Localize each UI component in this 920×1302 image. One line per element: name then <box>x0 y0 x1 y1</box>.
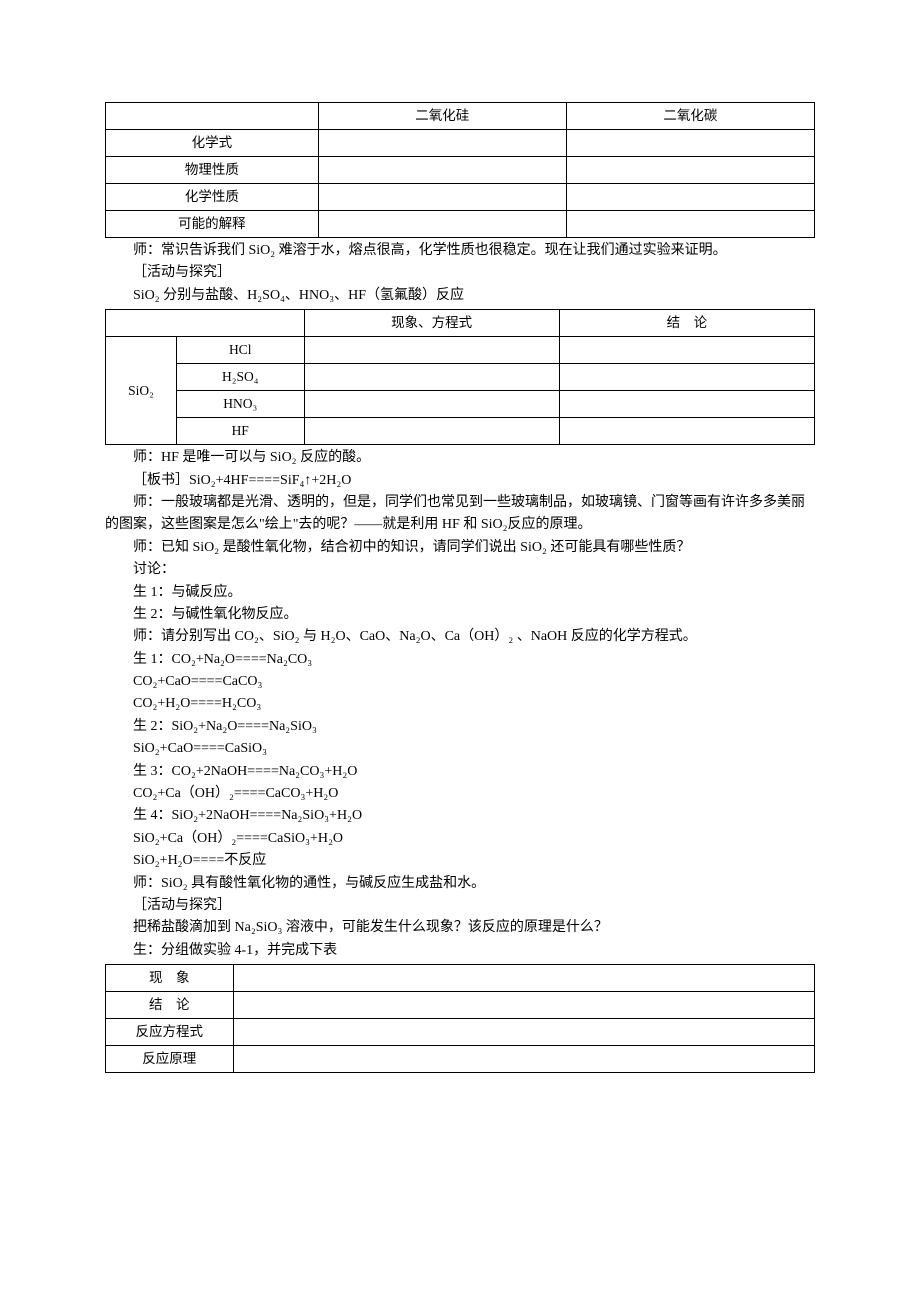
cell <box>318 211 566 238</box>
cell: SiO₂ <box>106 337 177 445</box>
cell <box>106 310 305 337</box>
cell: HNO₃ <box>176 391 304 418</box>
cell: 反应原理 <box>106 1046 234 1073</box>
cell: 现 象 <box>106 965 234 992</box>
paragraph: 生 2：与碱性氧化物反应。 <box>105 604 815 626</box>
table-row: 结 论 <box>106 992 815 1019</box>
paragraph: 生 1：与碱反应。 <box>105 582 815 604</box>
cell <box>566 184 814 211</box>
cell <box>233 992 814 1019</box>
table-row: SiO₂ HCl <box>106 337 815 364</box>
table-row: HNO₃ <box>106 391 815 418</box>
paragraph: 师：已知 SiO₂ 是酸性氧化物，结合初中的知识，请同学们说出 SiO₂ 还可能… <box>105 537 815 559</box>
table-acid-reactions: 现象、方程式 结 论 SiO₂ HCl H₂SO₄ HNO₃ HF <box>105 309 815 445</box>
cell <box>304 337 559 364</box>
paragraph: SiO₂ 分别与盐酸、H₂SO₄、HNO₃、HF（氢氟酸）反应 <box>105 285 815 307</box>
paragraph: SiO₂+CaO====CaSiO₃ <box>105 738 815 760</box>
cell: H₂SO₄ <box>176 364 304 391</box>
cell <box>106 103 319 130</box>
paragraph: ［板书］SiO₂+4HF====SiF₄↑+2H₂O <box>105 470 815 492</box>
table-row: 物理性质 <box>106 157 815 184</box>
paragraph: 生 2：SiO₂+Na₂O====Na₂SiO₃ <box>105 716 815 738</box>
cell <box>233 1046 814 1073</box>
cell <box>318 130 566 157</box>
cell <box>559 391 814 418</box>
cell: 化学性质 <box>106 184 319 211</box>
cell <box>304 418 559 445</box>
table-experiment-result: 现 象 结 论 反应方程式 反应原理 <box>105 964 815 1073</box>
paragraph: CO₂+CaO====CaCO₃ <box>105 671 815 693</box>
cell <box>559 337 814 364</box>
page-container: 二氧化硅 二氧化碳 化学式 物理性质 化学性质 可能的解释 师：常识告诉我们 S… <box>0 0 920 1135</box>
cell <box>233 965 814 992</box>
paragraph: CO₂+Ca（OH）₂====CaCO₃+H₂O <box>105 783 815 805</box>
cell: 二氧化硅 <box>318 103 566 130</box>
paragraph: ［活动与探究］ <box>105 262 815 284</box>
table-row: 反应方程式 <box>106 1019 815 1046</box>
paragraph: 生 4：SiO₂+2NaOH====Na₂SiO₃+H₂O <box>105 805 815 827</box>
table-row: 可能的解释 <box>106 211 815 238</box>
paragraph: 师：一般玻璃都是光滑、透明的，但是，同学们也常见到一些玻璃制品，如玻璃镜、门窗等… <box>105 492 815 537</box>
paragraph: 生 3：CO₂+2NaOH====Na₂CO₃+H₂O <box>105 761 815 783</box>
cell: 可能的解释 <box>106 211 319 238</box>
paragraph: 生 1：CO₂+Na₂O====Na₂CO₃ <box>105 649 815 671</box>
cell: 结 论 <box>106 992 234 1019</box>
cell: 现象、方程式 <box>304 310 559 337</box>
paragraph: 生：分组做实验 4-1，并完成下表 <box>105 940 815 962</box>
table-row: 化学性质 <box>106 184 815 211</box>
cell <box>233 1019 814 1046</box>
table-row: 二氧化硅 二氧化碳 <box>106 103 815 130</box>
table-compare-oxides: 二氧化硅 二氧化碳 化学式 物理性质 化学性质 可能的解释 <box>105 102 815 238</box>
cell <box>304 364 559 391</box>
cell <box>559 364 814 391</box>
table-row: 现 象 <box>106 965 815 992</box>
cell <box>318 157 566 184</box>
table-row: 现象、方程式 结 论 <box>106 310 815 337</box>
cell: HCl <box>176 337 304 364</box>
table-row: H₂SO₄ <box>106 364 815 391</box>
paragraph: 师：SiO₂ 具有酸性氧化物的通性，与碱反应生成盐和水。 <box>105 873 815 895</box>
table-row: 反应原理 <box>106 1046 815 1073</box>
paragraph: ［活动与探究］ <box>105 895 815 917</box>
cell <box>566 211 814 238</box>
cell: 结 论 <box>559 310 814 337</box>
cell <box>566 157 814 184</box>
paragraph: 讨论： <box>105 559 815 581</box>
paragraph: CO₂+H₂O====H₂CO₃ <box>105 693 815 715</box>
paragraph: SiO₂+H₂O====不反应 <box>105 850 815 872</box>
cell: 二氧化碳 <box>566 103 814 130</box>
paragraph: 师：HF 是唯一可以与 SiO₂ 反应的酸。 <box>105 447 815 469</box>
paragraph: 师：请分别写出 CO₂、SiO₂ 与 H₂O、CaO、Na₂O、Ca（OH）₂ … <box>105 626 815 648</box>
cell: 物理性质 <box>106 157 319 184</box>
table-row: 化学式 <box>106 130 815 157</box>
paragraph: 师：常识告诉我们 SiO₂ 难溶于水，熔点很高，化学性质也很稳定。现在让我们通过… <box>105 240 815 262</box>
cell <box>304 391 559 418</box>
cell <box>559 418 814 445</box>
table-row: HF <box>106 418 815 445</box>
cell <box>566 130 814 157</box>
paragraph: SiO₂+Ca（OH）₂====CaSiO₃+H₂O <box>105 828 815 850</box>
cell: 化学式 <box>106 130 319 157</box>
cell: HF <box>176 418 304 445</box>
cell <box>318 184 566 211</box>
cell: 反应方程式 <box>106 1019 234 1046</box>
paragraph: 把稀盐酸滴加到 Na₂SiO₃ 溶液中，可能发生什么现象？该反应的原理是什么？ <box>105 917 815 939</box>
